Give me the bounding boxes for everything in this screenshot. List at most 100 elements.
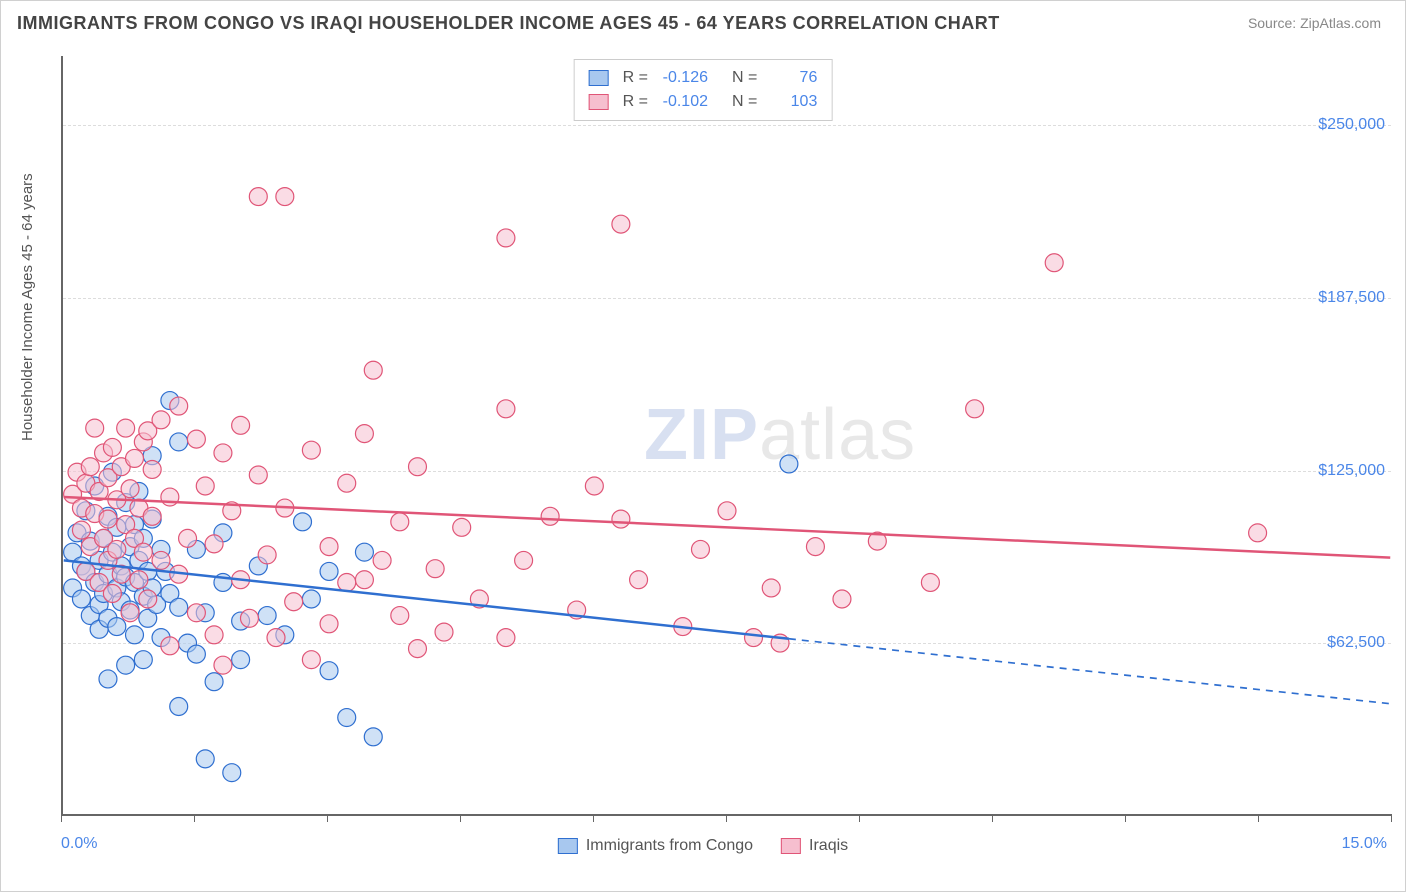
data-point bbox=[267, 629, 285, 647]
r-value: -0.126 bbox=[658, 66, 708, 90]
data-point bbox=[302, 441, 320, 459]
data-point bbox=[86, 419, 104, 437]
data-point bbox=[258, 607, 276, 625]
legend-swatch bbox=[589, 94, 609, 110]
regression-line-dashed bbox=[789, 639, 1390, 704]
data-point bbox=[170, 433, 188, 451]
data-point bbox=[762, 579, 780, 597]
x-tick-mark bbox=[460, 814, 461, 822]
n-value: 76 bbox=[767, 66, 817, 90]
legend-item: Immigrants from Congo bbox=[558, 837, 753, 855]
data-point bbox=[364, 361, 382, 379]
data-point bbox=[170, 598, 188, 616]
data-point bbox=[691, 540, 709, 558]
data-point bbox=[453, 518, 471, 536]
r-label: R = bbox=[623, 66, 648, 90]
data-point bbox=[223, 764, 241, 782]
data-point bbox=[130, 571, 148, 589]
data-point bbox=[249, 188, 267, 206]
data-point bbox=[72, 521, 90, 539]
data-point bbox=[338, 709, 356, 727]
data-point bbox=[833, 590, 851, 608]
data-point bbox=[338, 573, 356, 591]
correlation-legend: R =-0.126N =76R =-0.102N =103 bbox=[574, 59, 833, 121]
data-point bbox=[205, 673, 223, 691]
data-point bbox=[121, 604, 139, 622]
data-point bbox=[205, 535, 223, 553]
legend-row: R =-0.102N =103 bbox=[589, 90, 818, 114]
data-point bbox=[435, 623, 453, 641]
data-point bbox=[143, 507, 161, 525]
data-point bbox=[108, 540, 126, 558]
r-value: -0.102 bbox=[658, 90, 708, 114]
data-point bbox=[780, 455, 798, 473]
x-tick-mark bbox=[859, 814, 860, 822]
data-point bbox=[718, 502, 736, 520]
data-point bbox=[139, 590, 157, 608]
n-value: 103 bbox=[767, 90, 817, 114]
data-point bbox=[187, 645, 205, 663]
data-point bbox=[81, 458, 99, 476]
x-axis-min-label: 0.0% bbox=[61, 835, 97, 853]
data-point bbox=[249, 466, 267, 484]
data-point bbox=[373, 551, 391, 569]
data-point bbox=[391, 607, 409, 625]
data-point bbox=[121, 480, 139, 498]
data-point bbox=[320, 615, 338, 633]
data-point bbox=[302, 590, 320, 608]
series-legend: Immigrants from CongoIraqis bbox=[558, 837, 848, 855]
data-point bbox=[612, 510, 630, 528]
data-point bbox=[1249, 524, 1267, 542]
data-point bbox=[232, 416, 250, 434]
data-point bbox=[355, 425, 373, 443]
data-point bbox=[152, 411, 170, 429]
legend-swatch bbox=[558, 838, 578, 854]
data-point bbox=[409, 458, 427, 476]
x-tick-mark bbox=[1258, 814, 1259, 822]
plot-svg bbox=[63, 56, 1391, 814]
data-point bbox=[497, 400, 515, 418]
data-point bbox=[103, 438, 121, 456]
data-point bbox=[921, 573, 939, 591]
x-tick-mark bbox=[194, 814, 195, 822]
data-point bbox=[320, 662, 338, 680]
data-point bbox=[161, 637, 179, 655]
data-point bbox=[214, 656, 232, 674]
data-point bbox=[285, 593, 303, 611]
data-point bbox=[72, 590, 90, 608]
data-point bbox=[187, 430, 205, 448]
x-tick-mark bbox=[1391, 814, 1392, 822]
data-point bbox=[302, 651, 320, 669]
data-point bbox=[612, 215, 630, 233]
data-point bbox=[99, 670, 117, 688]
data-point bbox=[214, 444, 232, 462]
data-point bbox=[497, 229, 515, 247]
data-point bbox=[143, 460, 161, 478]
legend-swatch bbox=[589, 70, 609, 86]
n-label: N = bbox=[732, 90, 757, 114]
x-tick-mark bbox=[593, 814, 594, 822]
data-point bbox=[1045, 254, 1063, 272]
data-point bbox=[117, 656, 135, 674]
data-point bbox=[232, 651, 250, 669]
data-point bbox=[99, 510, 117, 528]
data-point bbox=[426, 560, 444, 578]
data-point bbox=[391, 513, 409, 531]
data-point bbox=[630, 571, 648, 589]
data-point bbox=[240, 609, 258, 627]
legend-swatch bbox=[781, 838, 801, 854]
x-tick-mark bbox=[61, 814, 62, 822]
data-point bbox=[170, 397, 188, 415]
data-point bbox=[409, 640, 427, 658]
data-point bbox=[320, 538, 338, 556]
source-label: Source: ZipAtlas.com bbox=[1248, 15, 1381, 31]
data-point bbox=[806, 538, 824, 556]
data-point bbox=[126, 449, 144, 467]
data-point bbox=[585, 477, 603, 495]
data-point bbox=[258, 546, 276, 564]
data-point bbox=[355, 543, 373, 561]
data-point bbox=[294, 513, 312, 531]
x-tick-mark bbox=[327, 814, 328, 822]
data-point bbox=[134, 543, 152, 561]
data-point bbox=[338, 474, 356, 492]
